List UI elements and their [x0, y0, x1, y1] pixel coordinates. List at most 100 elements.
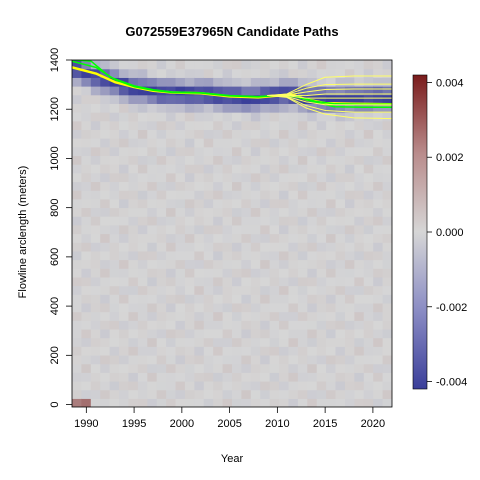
heatmap-cell	[250, 346, 261, 356]
heatmap-cell	[184, 112, 195, 122]
heatmap-cell	[100, 250, 111, 261]
heatmap-cell	[72, 380, 83, 391]
heatmap-cell	[307, 337, 318, 347]
heatmap-cell	[147, 172, 158, 183]
heatmap-cell	[260, 268, 271, 278]
heatmap-cell	[363, 103, 374, 113]
heatmap-cell	[128, 259, 139, 269]
heatmap-cell	[203, 302, 214, 313]
heatmap-cell	[382, 138, 392, 148]
heatmap-cell	[90, 268, 101, 278]
heatmap-cell	[194, 372, 205, 382]
heatmap-cell	[156, 346, 167, 356]
heatmap-cell	[166, 138, 177, 148]
heatmap-cell	[288, 155, 299, 165]
heatmap-cell	[203, 346, 214, 356]
heatmap-cell	[288, 207, 299, 217]
heatmap-cell	[166, 302, 177, 313]
heatmap-cell	[382, 155, 392, 165]
heatmap-cell	[326, 129, 337, 139]
heatmap-cell	[203, 328, 214, 339]
heatmap-cell	[166, 103, 177, 113]
heatmap-cell	[128, 328, 139, 339]
heatmap-cell	[128, 372, 139, 382]
heatmap-cell	[260, 103, 271, 113]
heatmap-cell	[147, 346, 158, 356]
heatmap-cell	[81, 77, 92, 87]
heatmap-cell	[137, 294, 148, 304]
heatmap-cell	[250, 268, 261, 278]
heatmap-cell	[156, 129, 167, 139]
heatmap-cell	[279, 363, 290, 373]
heatmap-cell	[316, 372, 327, 382]
heatmap-cell	[363, 268, 374, 278]
heatmap-cell	[184, 94, 195, 104]
heatmap-cell	[382, 129, 392, 139]
heatmap-cell	[288, 337, 299, 347]
heatmap-cell	[316, 181, 327, 191]
heatmap-cell	[250, 354, 261, 365]
heatmap-cell	[119, 146, 130, 157]
chart-title: G072559E37965N Candidate Paths	[125, 24, 338, 39]
heatmap-cell	[222, 68, 233, 78]
heatmap-cell	[269, 224, 280, 235]
heatmap-cell	[373, 380, 384, 391]
heatmap-cell	[288, 398, 299, 407]
heatmap-cell	[194, 94, 205, 104]
heatmap-cell	[297, 276, 308, 287]
heatmap-cell	[250, 129, 261, 139]
heatmap-cell	[232, 372, 243, 382]
heatmap-cell	[297, 207, 308, 217]
heatmap-cell	[213, 389, 224, 399]
heatmap-cell	[184, 337, 195, 347]
x-tick-label: 2015	[313, 418, 337, 430]
heatmap-cell	[279, 398, 290, 407]
heatmap-cell	[316, 302, 327, 313]
heatmap-cell	[90, 302, 101, 313]
heatmap-cell	[297, 380, 308, 391]
heatmap-cell	[128, 302, 139, 313]
heatmap-cell	[90, 155, 101, 165]
heatmap-cell	[363, 311, 374, 321]
heatmap-cell	[184, 363, 195, 373]
heatmap-cell	[363, 216, 374, 226]
heatmap-cell	[316, 164, 327, 174]
heatmap-cell	[326, 346, 337, 356]
heatmap-cell	[100, 77, 111, 87]
heatmap-cell	[128, 181, 139, 191]
heatmap-cell	[326, 77, 337, 87]
heatmap-cell	[269, 112, 280, 122]
heatmap-cell	[213, 302, 224, 313]
heatmap-cell	[260, 346, 271, 356]
heatmap-cell	[109, 86, 120, 96]
heatmap-cell	[260, 398, 271, 407]
heatmap-cell	[297, 112, 308, 122]
heatmap-cell	[307, 146, 318, 157]
heatmap-cell	[335, 285, 346, 295]
heatmap-cell	[203, 372, 214, 382]
heatmap-cell	[241, 172, 252, 183]
heatmap-cell	[147, 120, 158, 130]
heatmap-cell	[269, 294, 280, 304]
heatmap-cell	[335, 120, 346, 130]
heatmap-cell	[222, 233, 233, 243]
heatmap-cell	[363, 398, 374, 407]
heatmap-cell	[269, 268, 280, 278]
heatmap-cell	[316, 172, 327, 183]
heatmap-cell	[354, 86, 365, 96]
candidate-path-line-8	[267, 94, 392, 99]
heatmap-cell	[166, 120, 177, 130]
heatmap-cell	[175, 372, 186, 382]
heatmap-cell	[156, 259, 167, 269]
heatmap-cell	[279, 155, 290, 165]
heatmap-cell	[156, 94, 167, 104]
heatmap-cell	[119, 294, 130, 304]
heatmap-cell	[241, 268, 252, 278]
heatmap-cell	[354, 146, 365, 157]
heatmap-cell	[194, 268, 205, 278]
heatmap-cell	[222, 285, 233, 295]
heatmap-cell	[344, 363, 355, 373]
heatmap-cell	[81, 372, 92, 382]
heatmap-cell	[307, 242, 318, 252]
heatmap-cell	[335, 224, 346, 235]
